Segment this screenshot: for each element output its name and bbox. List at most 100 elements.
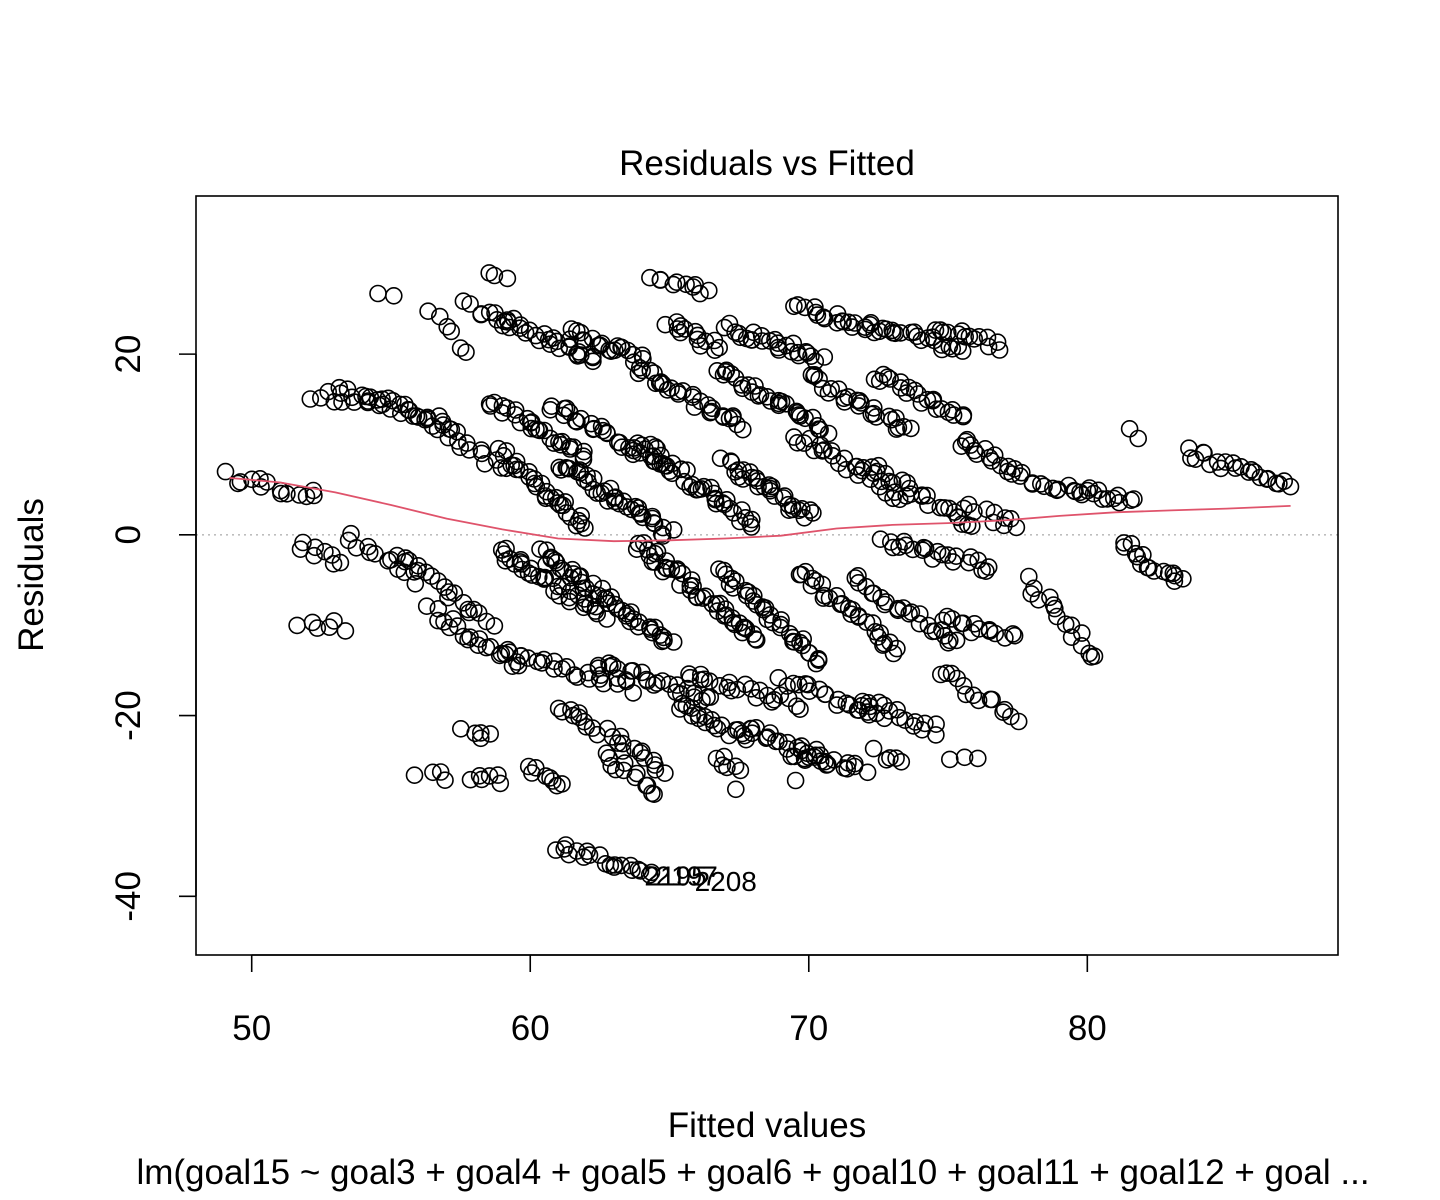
residual-point	[788, 343, 807, 362]
residual-point	[1062, 628, 1081, 647]
y-tick-label: -20	[109, 690, 148, 741]
residual-point	[806, 298, 824, 316]
residual-point	[491, 774, 510, 793]
residual-point	[553, 775, 571, 793]
residual-point	[672, 460, 691, 479]
residual-point	[729, 461, 748, 479]
residual-point	[970, 327, 988, 346]
residual-point	[728, 415, 746, 434]
residual-point	[858, 763, 877, 782]
residual-point	[927, 726, 945, 744]
residual-point	[1145, 562, 1163, 580]
residual-point	[645, 785, 663, 804]
residual-point	[784, 500, 802, 519]
residual-points	[216, 264, 1300, 884]
residual-point	[347, 538, 366, 557]
residual-point	[1224, 454, 1242, 472]
residual-point	[868, 462, 886, 481]
residual-point	[789, 675, 808, 694]
residual-point	[417, 563, 435, 582]
residual-point	[731, 512, 749, 531]
residual-point	[809, 651, 828, 670]
residual-point	[359, 393, 377, 412]
residual-point	[641, 268, 659, 287]
residual-point	[884, 538, 902, 557]
residual-point	[798, 675, 817, 694]
residual-point	[723, 569, 741, 588]
residual-point	[894, 599, 913, 617]
residual-point	[550, 586, 569, 605]
residual-point	[660, 462, 679, 481]
residual-point	[707, 749, 726, 768]
residual-point	[934, 611, 952, 630]
residual-point	[708, 719, 727, 738]
residual-point	[511, 319, 529, 338]
residual-point	[603, 656, 622, 675]
residual-point	[435, 578, 454, 596]
residual-point	[979, 337, 998, 356]
residual-point	[800, 429, 819, 448]
residual-point	[891, 379, 910, 397]
residual-point	[940, 750, 959, 769]
residual-point	[1267, 474, 1286, 493]
residual-point	[668, 561, 687, 580]
residual-point	[631, 744, 650, 762]
residual-point	[965, 441, 984, 460]
residual-point	[591, 846, 609, 864]
residual-point	[1012, 463, 1031, 482]
residual-point	[861, 697, 879, 716]
residual-point	[530, 331, 549, 350]
residual-point	[572, 506, 591, 525]
residual-point	[806, 746, 825, 765]
residual-point	[429, 572, 448, 590]
residual-point	[788, 433, 807, 452]
residual-point	[1041, 588, 1059, 607]
residual-point	[615, 754, 634, 772]
residual-point	[910, 614, 929, 633]
residual-point	[507, 452, 526, 471]
residual-point	[608, 675, 627, 693]
residual-point	[405, 766, 424, 785]
residual-point	[791, 633, 809, 652]
residual-point	[722, 365, 741, 383]
residual-point	[625, 739, 644, 758]
residual-point	[471, 729, 490, 748]
residual-point	[953, 342, 972, 360]
residual-point	[424, 763, 442, 782]
residual-point	[711, 594, 730, 613]
residual-point	[584, 352, 602, 371]
residual-point	[736, 508, 755, 527]
residual-point	[1165, 572, 1184, 591]
residual-point	[751, 386, 770, 404]
residual-point	[489, 766, 507, 784]
residual-point	[631, 862, 650, 880]
residual-point	[288, 616, 306, 635]
residual-point	[880, 407, 898, 426]
residual-point	[336, 622, 355, 640]
residual-point	[757, 729, 776, 748]
residual-point	[1035, 477, 1053, 496]
outlier-label: 2208	[695, 866, 757, 897]
residual-point	[834, 312, 852, 331]
residual-point	[1251, 468, 1269, 487]
residual-point	[742, 510, 761, 529]
residual-point	[769, 396, 788, 415]
residual-point	[962, 517, 981, 536]
residual-point	[547, 841, 565, 859]
residual-point	[902, 323, 921, 342]
y-tick-label: 0	[109, 525, 148, 544]
residual-point	[640, 866, 659, 884]
residual-point	[877, 750, 896, 769]
residual-point	[990, 341, 1009, 359]
residual-point	[850, 391, 869, 410]
residual-point	[570, 704, 588, 722]
residual-point	[731, 761, 750, 780]
residual-point	[1129, 429, 1147, 448]
outlier-label: 2197	[656, 860, 718, 891]
residual-point	[995, 700, 1014, 719]
residual-point	[939, 633, 958, 652]
residual-point	[623, 661, 642, 680]
residual-point	[889, 418, 908, 437]
residual-point	[584, 480, 603, 499]
x-tick-label: 60	[511, 1009, 550, 1048]
